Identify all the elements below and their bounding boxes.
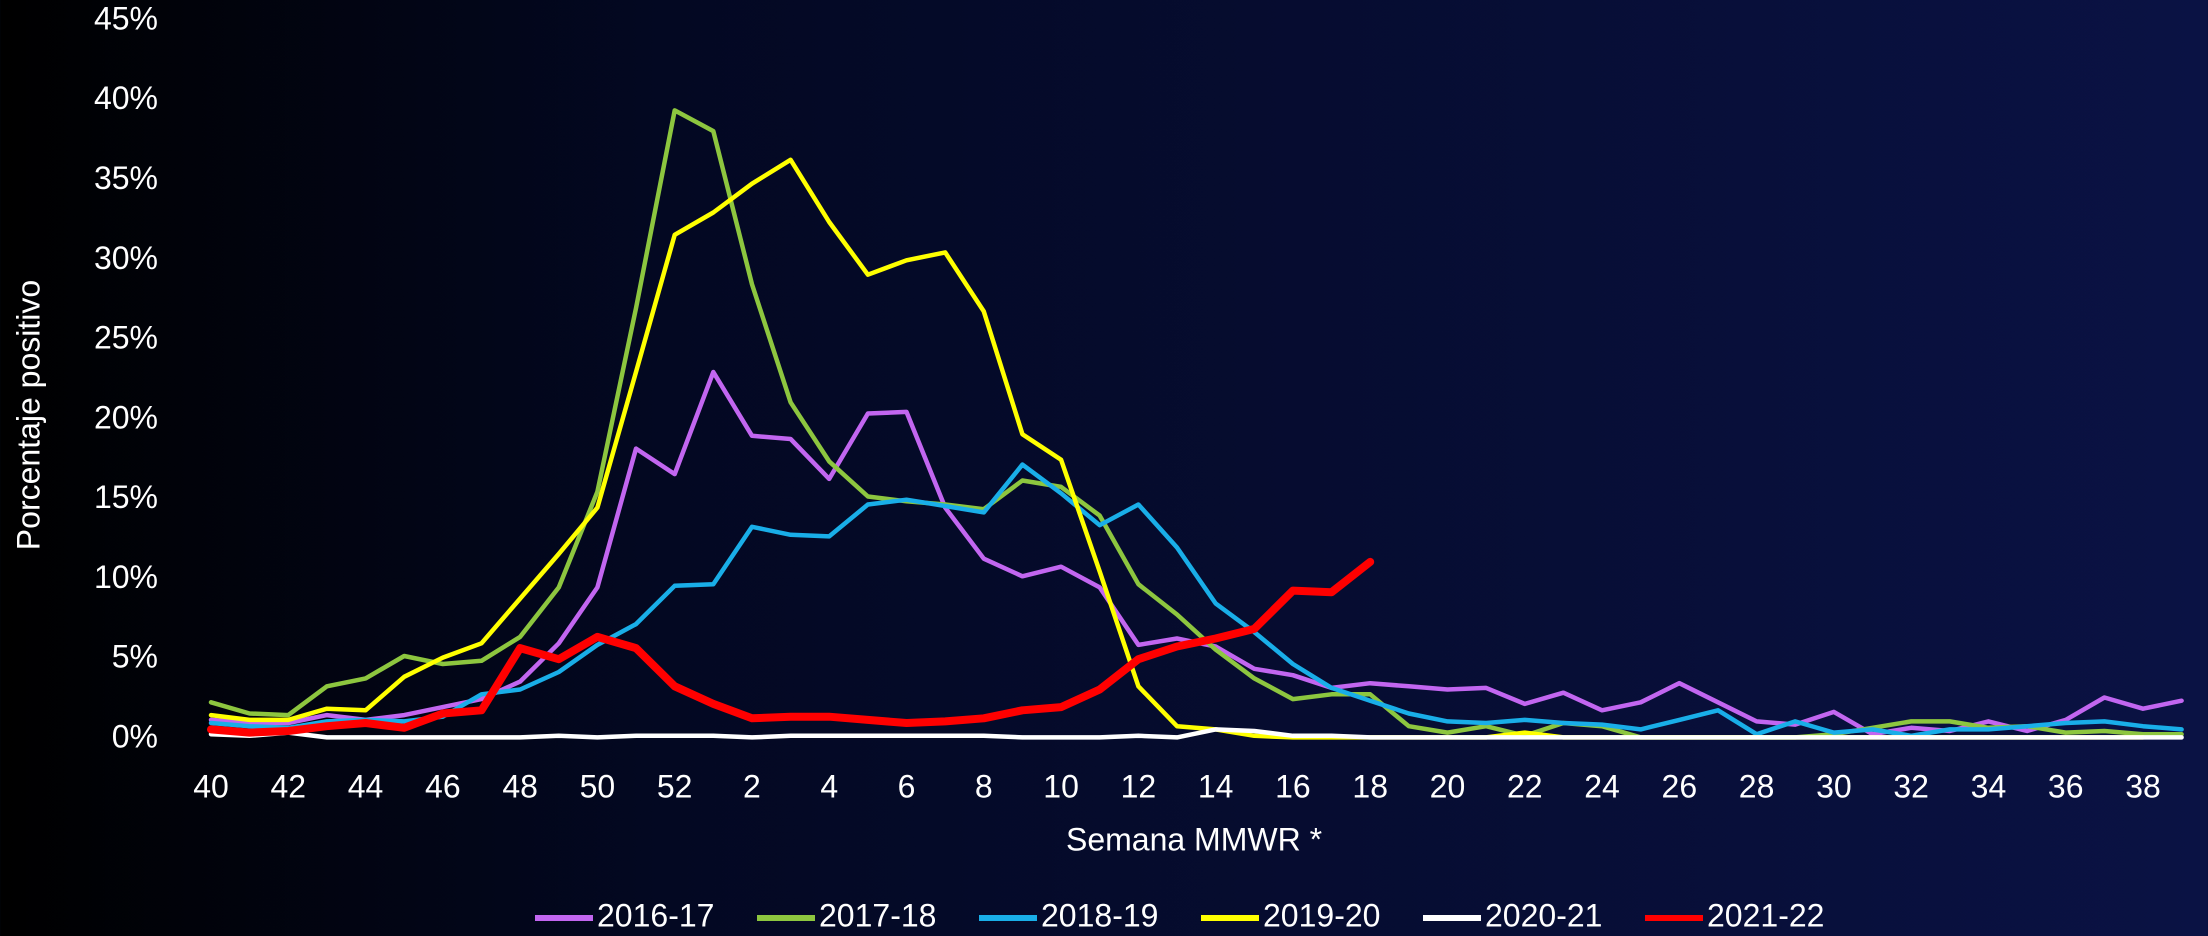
x-tick-label: 6 (898, 768, 916, 804)
x-tick-label: 50 (580, 768, 616, 804)
x-tick-label: 18 (1352, 768, 1388, 804)
series-line (207, 557, 1375, 737)
series-line (208, 369, 2184, 737)
x-tick-label: 24 (1584, 768, 1620, 804)
legend-label: 2020-21 (1485, 897, 1602, 933)
x-tick-label: 16 (1275, 768, 1311, 804)
x-tick-label: 4 (820, 768, 838, 804)
x-tick-label: 14 (1198, 768, 1234, 804)
legend-label: 2021-22 (1707, 897, 1824, 933)
y-tick-label: 35% (94, 160, 158, 196)
x-tick-label: 46 (425, 768, 461, 804)
x-tick-label: 40 (193, 768, 229, 804)
x-tick-label: 28 (1739, 768, 1775, 804)
legend-label: 2018-19 (1041, 897, 1158, 933)
x-tick-label: 32 (1893, 768, 1929, 804)
legend-label: 2017-18 (819, 897, 936, 933)
x-tick-label: 2 (743, 768, 761, 804)
x-tick-label: 44 (348, 768, 384, 804)
x-tick-label: 38 (2125, 768, 2161, 804)
legend-label: 2016-17 (597, 897, 714, 933)
y-tick-label: 0% (112, 718, 158, 754)
x-tick-label: 12 (1121, 768, 1157, 804)
x-tick-label: 36 (2048, 768, 2084, 804)
legend-label: 2019-20 (1263, 897, 1380, 933)
x-tick-label: 22 (1507, 768, 1543, 804)
x-tick-label: 48 (502, 768, 538, 804)
y-axis-title: Porcentaje positivo (10, 280, 46, 550)
series-line (208, 727, 2184, 740)
y-tick-label: 25% (94, 320, 158, 356)
x-tick-label: 8 (975, 768, 993, 804)
x-tick-label: 42 (270, 768, 306, 804)
x-tick-label: 30 (1816, 768, 1852, 804)
series-line (208, 462, 2184, 739)
x-tick-label: 20 (1430, 768, 1466, 804)
x-tick-label: 52 (657, 768, 693, 804)
y-tick-label: 30% (94, 240, 158, 276)
x-tick-label: 26 (1662, 768, 1698, 804)
y-tick-label: 10% (94, 559, 158, 595)
y-tick-label: 40% (94, 80, 158, 116)
x-axis-title: Semana MMWR * (1066, 821, 1322, 857)
y-tick-label: 5% (112, 639, 158, 675)
y-tick-label: 20% (94, 399, 158, 435)
x-tick-label: 10 (1043, 768, 1079, 804)
y-tick-label: 15% (94, 479, 158, 515)
x-tick-label: 34 (1971, 768, 2007, 804)
y-tick-label: 45% (94, 0, 158, 36)
